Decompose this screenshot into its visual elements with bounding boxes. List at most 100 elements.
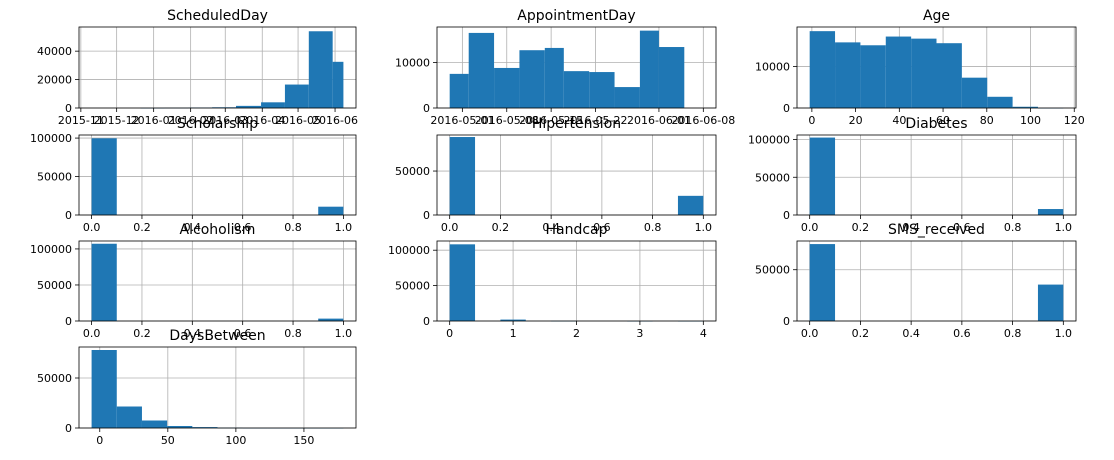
age-x-tick-label-5: 100: [1020, 114, 1041, 127]
alcoholism-x-tick-label-1: 0.2: [133, 327, 151, 340]
appointmentday-y-tick-label-1: 10000: [395, 56, 430, 69]
appointmentday-title: AppointmentDay: [517, 8, 635, 24]
scheduledday-x-tick-label-4: 2016-03: [202, 114, 248, 127]
age-y-tick-label-1: 10000: [755, 60, 790, 73]
age-x-tick-label-4: 80: [980, 114, 994, 127]
sms-received-x-tick-label-1: 0.2: [852, 327, 870, 340]
scholarship-y-tick-label-0: 0: [65, 209, 72, 222]
hipertension-x-tick-label-5: 1.0: [695, 221, 713, 234]
handcap-x-tick-label-2: 2: [573, 327, 580, 340]
scholarship-title: Scholarship: [177, 116, 258, 132]
alcoholism-panel: 0.0 0.2 0.4 0.6 0.8 1.0 0 50000 100000 Alcoholism: [30, 222, 357, 340]
alcoholism-y-tick-label-2: 100000: [30, 243, 72, 256]
scheduledday-bar-9: [308, 31, 333, 109]
sms-received-x-tick-label-3: 0.6: [953, 327, 971, 340]
daysbetween-x-tick-label-1: 50: [161, 434, 175, 447]
age-x-tick-label-1: 20: [849, 114, 863, 127]
age-x-tick-label-3: 60: [936, 114, 950, 127]
scheduledday-bar-6: [235, 105, 262, 108]
sms-received-x-tick-label-4: 0.8: [1004, 327, 1022, 340]
age-bar-6: [961, 77, 988, 108]
daysbetween-bar-4: [192, 427, 218, 428]
scholarship-bar-0: [91, 138, 117, 215]
scheduledday-x-tick-label-2: 2016-01: [131, 114, 177, 127]
daysbetween-x-tick-label-3: 150: [293, 434, 314, 447]
hipertension-y-tick-label-0: 0: [423, 209, 430, 222]
appointmentday-x-tick-label-2: 2016-05-15: [519, 114, 583, 127]
scholarship-panel: 0.0 0.2 0.4 0.6 0.8 1.0 0 50000 100000 Scholarshi…: [30, 116, 357, 234]
handcap-bar-1: [500, 319, 526, 321]
appointmentday-bar-9: [658, 47, 685, 108]
age-bar-7: [987, 96, 1013, 108]
appointmentday-bar-1: [468, 32, 495, 109]
age-bar-2: [860, 45, 886, 108]
handcap-x-tick-label-4: 4: [700, 327, 707, 340]
sms-received-axes-frame: [796, 240, 1077, 322]
alcoholism-x-tick-label-3: 0.6: [234, 327, 252, 340]
alcoholism-title: Alcoholism: [180, 222, 256, 238]
scholarship-y-tick-label-2: 100000: [30, 132, 72, 145]
alcoholism-x-tick-label-5: 1.0: [335, 327, 353, 340]
scheduledday-x-tick-label-0: 2015-11: [58, 114, 104, 127]
scholarship-bar-1: [318, 206, 344, 215]
diabetes-x-tick-label-5: 1.0: [1055, 221, 1073, 234]
appointmentday-bar-3: [519, 50, 545, 108]
scholarship-x-tick-label-3: 0.6: [234, 221, 252, 234]
scholarship-x-tick-label-1: 0.2: [133, 221, 151, 234]
scholarship-x-tick-label-0: 0.0: [83, 221, 101, 234]
age-x-tick-label-6: 120: [1064, 114, 1085, 127]
scheduledday-axes-frame: [78, 26, 357, 109]
sms-received-panel: 0.0 0.2 0.4 0.6 0.8 1.0 0 50000 SMS_received: [755, 222, 1077, 340]
age-bar-0: [809, 31, 836, 108]
alcoholism-y-tick-label-1: 50000: [37, 279, 72, 292]
hipertension-y-tick-label-1: 50000: [395, 165, 430, 178]
age-x-tick-label-0: 0: [808, 114, 815, 127]
scheduledday-x-tick-label-1: 2015-12: [94, 114, 140, 127]
scholarship-x-tick-label-4: 0.8: [284, 221, 302, 234]
daysbetween-bar-3: [167, 426, 193, 428]
hipertension-x-tick-label-0: 0.0: [441, 221, 459, 234]
daysbetween-bar-1: [116, 406, 142, 428]
hipertension-x-tick-label-4: 0.8: [644, 221, 662, 234]
scheduledday-x-tick-label-6: 2016-05: [275, 114, 321, 127]
sms-received-y-tick-label-0: 0: [783, 315, 790, 328]
alcoholism-bar-0: [91, 243, 117, 321]
diabetes-x-tick-label-2: 0.4: [902, 221, 920, 234]
age-x-tick-label-2: 40: [892, 114, 906, 127]
daysbetween-axes-frame: [78, 346, 357, 429]
appointmentday-bar-2: [494, 67, 520, 108]
hipertension-x-tick-label-2: 0.4: [542, 221, 560, 234]
handcap-y-tick-label-1: 50000: [395, 280, 430, 293]
scholarship-axes-frame: [78, 134, 357, 216]
appointmentday-axes-frame: [436, 26, 717, 109]
diabetes-title: Diabetes: [905, 116, 967, 132]
daysbetween-x-tick-label-0: 0: [96, 434, 103, 447]
handcap-x-tick-label-0: 0: [446, 327, 453, 340]
alcoholism-bar-1: [318, 318, 344, 321]
scheduledday-x-tick-label-5: 2016-04: [239, 114, 285, 127]
appointmentday-x-tick-label-3: 2016-05-22: [564, 114, 628, 127]
hipertension-axes-frame: [436, 134, 717, 216]
scheduledday-x-tick-label-7: 2016-06: [312, 114, 358, 127]
hipertension-bar-1: [677, 195, 704, 215]
appointmentday-x-tick-label-0: 2016-05-01: [430, 114, 494, 127]
appointmentday-bar-5: [563, 71, 590, 108]
alcoholism-x-tick-label-2: 0.4: [184, 327, 202, 340]
diabetes-y-tick-label-2: 100000: [748, 134, 790, 147]
handcap-x-tick-label-1: 1: [510, 327, 517, 340]
appointmentday-bar-8: [639, 30, 659, 108]
sms-received-y-tick-label-1: 50000: [755, 264, 790, 277]
appointmentday-bar-4: [544, 47, 564, 108]
alcoholism-y-tick-label-0: 0: [65, 315, 72, 328]
handcap-y-tick-label-0: 0: [423, 315, 430, 328]
handcap-bar-0: [449, 244, 476, 321]
sms-received-x-tick-label-5: 1.0: [1055, 327, 1073, 340]
diabetes-x-tick-label-4: 0.8: [1004, 221, 1022, 234]
alcoholism-x-tick-label-0: 0.0: [83, 327, 101, 340]
scheduledday-bar-8: [284, 84, 309, 108]
scheduledday-bar-7: [261, 102, 285, 108]
age-bar-1: [835, 42, 861, 108]
scholarship-y-tick-label-1: 50000: [37, 171, 72, 184]
daysbetween-bar-2: [141, 420, 168, 428]
